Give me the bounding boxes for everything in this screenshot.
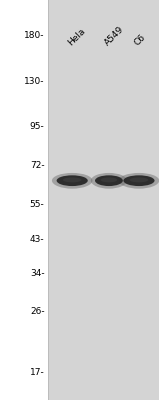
- Ellipse shape: [57, 175, 88, 186]
- Ellipse shape: [52, 173, 92, 189]
- Text: 130-: 130-: [24, 77, 45, 86]
- Text: 55-: 55-: [30, 200, 45, 209]
- Ellipse shape: [101, 178, 117, 182]
- Ellipse shape: [119, 173, 159, 189]
- Ellipse shape: [91, 173, 127, 189]
- Text: C6: C6: [133, 32, 147, 47]
- Text: 26-: 26-: [30, 307, 45, 316]
- Text: 180-: 180-: [24, 30, 45, 40]
- Text: 17-: 17-: [30, 368, 45, 377]
- Text: 72-: 72-: [30, 162, 45, 170]
- Ellipse shape: [130, 178, 148, 182]
- Ellipse shape: [63, 178, 82, 182]
- Text: 34-: 34-: [30, 269, 45, 278]
- Bar: [48, 0, 159, 400]
- Text: A549: A549: [103, 24, 125, 47]
- Ellipse shape: [95, 175, 123, 186]
- Text: Hela: Hela: [66, 26, 87, 47]
- Text: 95-: 95-: [30, 122, 45, 131]
- Ellipse shape: [123, 175, 155, 186]
- Text: 43-: 43-: [30, 235, 45, 244]
